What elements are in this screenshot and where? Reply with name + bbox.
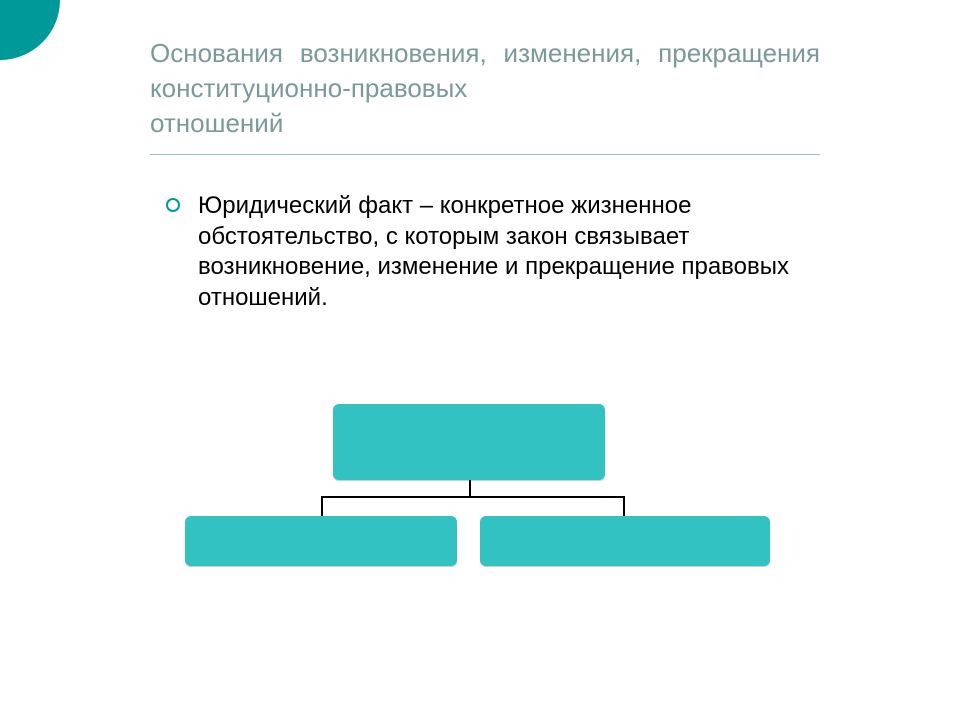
org-chart <box>185 404 775 574</box>
corner-accent-circle <box>0 0 60 60</box>
body-paragraph: Юридический факт – конкретное жизненное … <box>198 191 818 314</box>
node-root <box>333 404 605 480</box>
connector-v-right <box>623 496 625 516</box>
connector-h-bar <box>321 496 625 498</box>
title-underline <box>150 154 820 155</box>
slide-title: Основания возникновения, изменения, прек… <box>150 36 820 141</box>
connector-v-left <box>321 496 323 516</box>
node-left <box>185 516 457 566</box>
node-right <box>480 516 770 566</box>
bullet-icon <box>166 198 180 212</box>
connector-v-root <box>469 480 471 496</box>
title-text-last-line: отношений <box>150 106 820 141</box>
title-text-justified: Основания возникновения, изменения, прек… <box>150 38 820 103</box>
